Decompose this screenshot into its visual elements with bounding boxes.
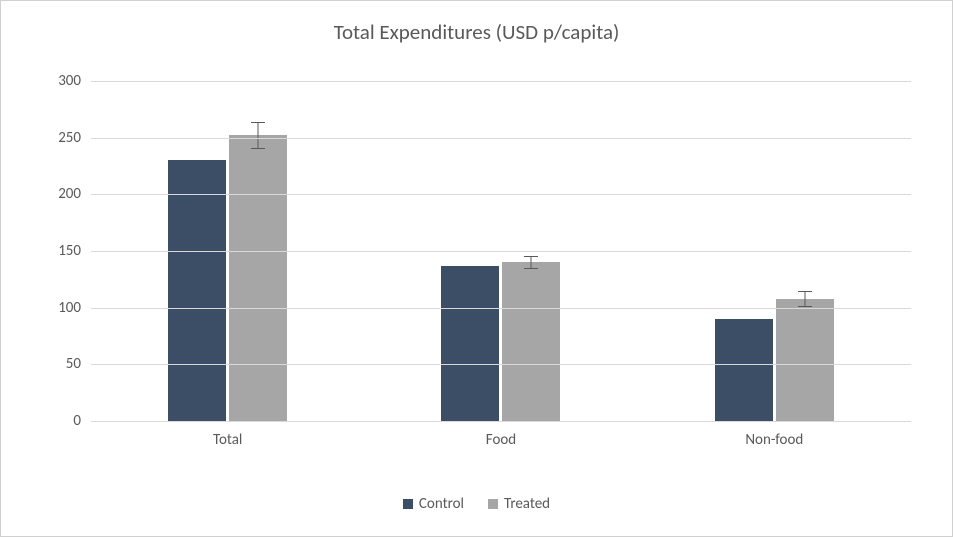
legend: Control Treated [1, 495, 952, 514]
gridline [91, 138, 911, 139]
y-axis-label: 50 [66, 355, 81, 373]
legend-item: Treated [488, 495, 550, 513]
chart-container: Total Expenditures (USD p/capita) TotalF… [0, 0, 953, 537]
plot-area: TotalFoodNon-food 050100150200250300 [91, 81, 911, 421]
x-axis-label: Total [91, 431, 364, 449]
y-axis-label: 300 [58, 72, 81, 90]
bar [776, 299, 834, 421]
bar [502, 262, 560, 421]
y-axis-label: 250 [58, 129, 81, 147]
legend-item: Control [403, 495, 464, 513]
gridline [91, 308, 911, 309]
bar [441, 266, 499, 421]
y-axis-label: 0 [73, 412, 81, 430]
gridline [91, 421, 911, 422]
legend-swatch [403, 499, 413, 509]
bar [168, 160, 226, 421]
legend-label: Control [419, 495, 464, 513]
y-axis-label: 100 [58, 299, 81, 317]
x-axis-label: Non-food [638, 431, 911, 449]
gridline [91, 194, 911, 195]
bar [229, 135, 287, 421]
x-axis-label: Food [364, 431, 637, 449]
gridline [91, 251, 911, 252]
y-axis-label: 150 [58, 242, 81, 260]
gridline [91, 364, 911, 365]
gridline [91, 81, 911, 82]
legend-swatch [488, 499, 498, 509]
chart-title: Total Expenditures (USD p/capita) [1, 1, 952, 45]
bar [715, 319, 773, 421]
y-axis-label: 200 [58, 185, 81, 203]
legend-label: Treated [504, 495, 550, 513]
